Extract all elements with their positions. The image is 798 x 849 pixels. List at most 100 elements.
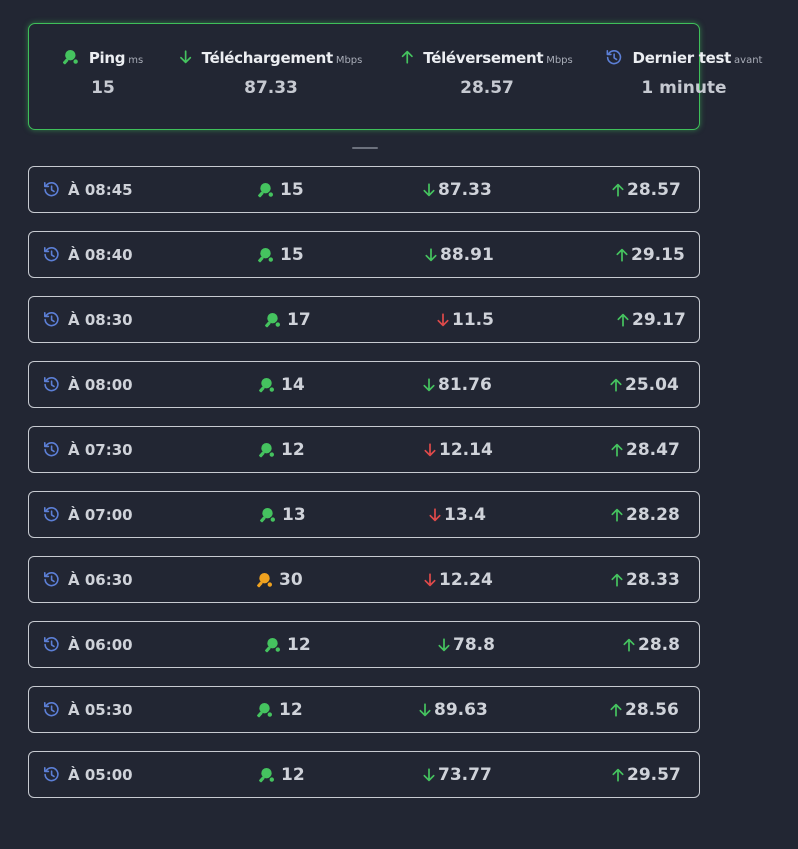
ping-cell: 15	[258, 232, 304, 277]
upload-value: 25.04	[625, 374, 679, 395]
ping-cell: 15	[258, 167, 304, 212]
history-row[interactable]: À 08:40 15 88.91 29.15	[28, 231, 700, 278]
upload-cell: 28.47	[611, 427, 680, 472]
ping-value: 17	[287, 309, 311, 330]
arrow-up-icon	[611, 443, 623, 457]
download-value: 89.63	[434, 699, 488, 720]
upload-cell: 28.56	[610, 687, 679, 732]
time-cell: À 07:30	[43, 427, 133, 472]
ping-pong-icon	[257, 702, 274, 718]
upload-value: 28.47	[626, 439, 680, 460]
ping-value: 14	[281, 374, 305, 395]
ping-pong-icon	[265, 637, 282, 653]
download-cell: 88.91	[425, 232, 494, 277]
history-icon	[43, 246, 60, 263]
download-value: 81.76	[438, 374, 492, 395]
download-title: Téléchargement	[201, 49, 333, 67]
upload-cell: 28.57	[612, 167, 681, 212]
upload-cell: 28.8	[623, 622, 680, 667]
time-cell: À 07:00	[43, 492, 133, 537]
history-row[interactable]: À 05:00 12 73.77 29.57	[28, 751, 700, 798]
test-time: À 08:30	[68, 310, 133, 329]
arrow-up-icon	[610, 703, 622, 717]
arrow-up-icon	[623, 638, 635, 652]
upload-value: 28.28	[626, 504, 680, 525]
ping-value: 15	[91, 78, 115, 98]
history-row[interactable]: À 07:00 13 13.4 28.28	[28, 491, 700, 538]
ping-value: 13	[282, 504, 306, 525]
download-cell: 13.4	[429, 492, 486, 537]
history-row[interactable]: À 08:30 17 11.5 29.17	[28, 296, 700, 343]
upload-value: 28.33	[626, 569, 680, 590]
history-row[interactable]: À 07:30 12 12.14 28.47	[28, 426, 700, 473]
arrow-up-icon	[611, 508, 623, 522]
ping-unit: ms	[128, 55, 144, 66]
download-cell: 87.33	[423, 167, 492, 212]
time-cell: À 05:00	[43, 752, 133, 797]
ping-value: 30	[279, 569, 303, 590]
ping-cell: 30	[257, 557, 303, 602]
download-cell: 12.24	[424, 557, 493, 602]
upload-value: 28.56	[625, 699, 679, 720]
ping-pong-icon	[265, 312, 282, 328]
history-icon	[43, 311, 60, 328]
upload-value: 29.57	[627, 764, 681, 785]
history-icon	[43, 571, 60, 588]
ping-value: 15	[280, 179, 304, 200]
download-cell: 73.77	[423, 752, 492, 797]
ping-value: 15	[280, 244, 304, 265]
ping-cell: 12	[265, 622, 311, 667]
ping-pong-icon	[259, 377, 276, 393]
upload-cell: 25.04	[610, 362, 679, 407]
history-row[interactable]: À 08:45 15 87.33 28.57	[28, 166, 700, 213]
download-value: 87.33	[244, 78, 298, 98]
download-value: 12.24	[439, 569, 493, 590]
test-time: À 05:30	[68, 700, 133, 719]
history-row[interactable]: À 06:00 12 78.8 28.8	[28, 621, 700, 668]
download-cell: 81.76	[423, 362, 492, 407]
arrow-down-icon	[424, 442, 436, 457]
arrow-down-icon	[419, 702, 431, 717]
arrow-down-icon	[180, 50, 192, 64]
arrow-up-icon	[610, 378, 622, 392]
history-icon	[43, 701, 60, 718]
arrow-up-icon	[611, 573, 623, 587]
ping-cell: 14	[259, 362, 305, 407]
test-time: À 08:00	[68, 375, 133, 394]
ping-pong-icon	[258, 247, 275, 263]
upload-value: 29.15	[631, 244, 685, 265]
arrow-down-icon	[438, 637, 450, 652]
arrow-up-icon	[617, 313, 629, 327]
ping-pong-icon	[259, 442, 276, 458]
test-time: À 07:30	[68, 440, 133, 459]
test-time: À 05:00	[68, 765, 133, 784]
ping-pong-icon	[62, 49, 79, 65]
history-icon	[43, 376, 60, 393]
ping-cell: 12	[259, 427, 305, 472]
arrow-up-icon	[612, 183, 624, 197]
test-time: À 08:40	[68, 245, 133, 264]
upload-cell: 29.57	[612, 752, 681, 797]
drag-handle[interactable]	[352, 147, 378, 149]
upload-value: 29.17	[632, 309, 686, 330]
history-row[interactable]: À 05:30 12 89.63 28.56	[28, 686, 700, 733]
upload-cell: 29.15	[616, 232, 685, 277]
arrow-down-icon	[424, 572, 436, 587]
arrow-down-icon	[423, 182, 435, 197]
arrow-up-icon	[401, 50, 413, 64]
history-row[interactable]: À 08:00 14 81.76 25.04	[28, 361, 700, 408]
download-value: 87.33	[438, 179, 492, 200]
upload-value: 28.8	[638, 634, 680, 655]
arrow-up-icon	[612, 768, 624, 782]
test-time: À 08:45	[68, 180, 133, 199]
upload-cell: 28.33	[611, 557, 680, 602]
history-row[interactable]: À 06:30 30 12.24 28.33	[28, 556, 700, 603]
time-cell: À 08:30	[43, 297, 133, 342]
upload-value: 28.57	[627, 179, 681, 200]
test-time: À 06:00	[68, 635, 133, 654]
last-test-value: 1 minute	[641, 78, 727, 98]
ping-value: 12	[281, 764, 305, 785]
time-cell: À 06:30	[43, 557, 133, 602]
test-time: À 07:00	[68, 505, 133, 524]
time-cell: À 08:45	[43, 167, 133, 212]
